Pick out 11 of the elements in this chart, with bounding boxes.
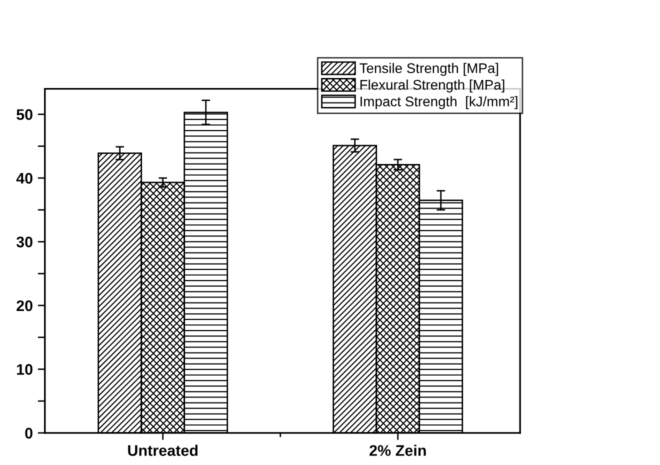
legend-label: Tensile Strength [MPa] xyxy=(360,62,498,76)
legend-label: Impact Strength [kJ/mm²] xyxy=(360,96,518,110)
y-tick-label: 40 xyxy=(16,172,32,184)
x-tick-label: Untreated xyxy=(128,444,198,456)
x-tick-label: 2% Zein xyxy=(370,444,426,456)
y-tick-label: 30 xyxy=(16,236,32,248)
y-tick-label: 50 xyxy=(16,109,32,120)
y-tick-label: 10 xyxy=(17,364,32,375)
y-tick-label: 20 xyxy=(16,300,32,312)
legend-label: Flexural Strength [MPa] xyxy=(360,80,504,92)
y-tick-label: 0 xyxy=(25,428,32,439)
